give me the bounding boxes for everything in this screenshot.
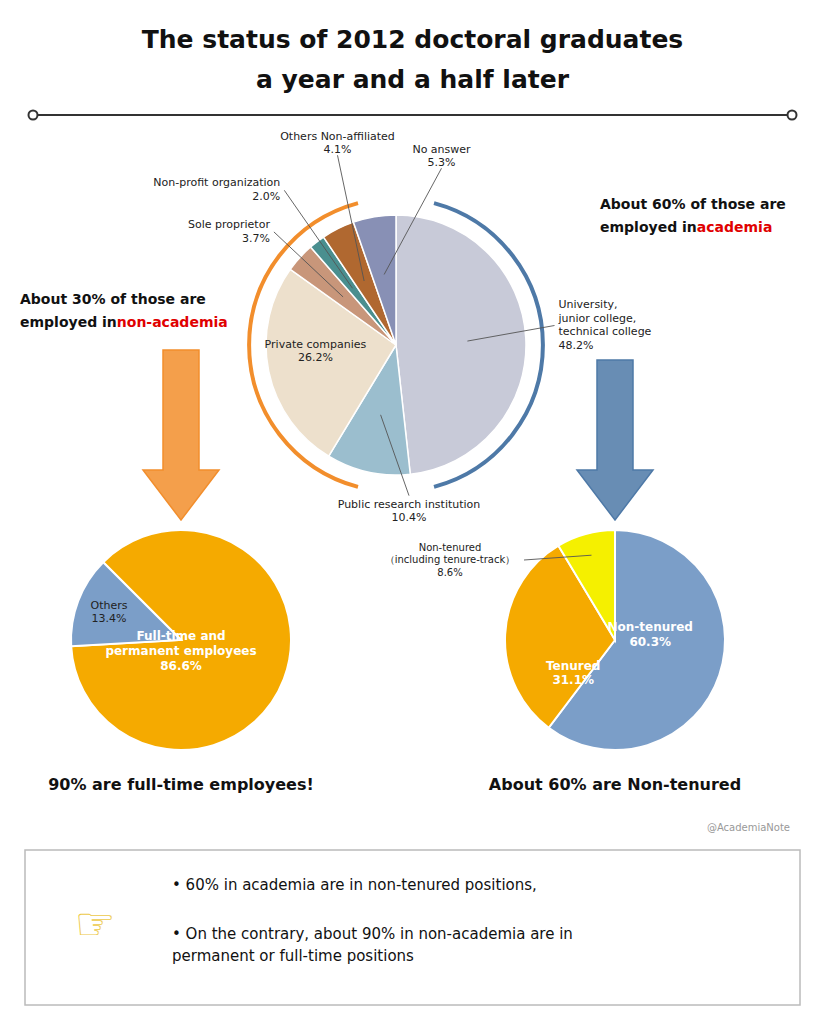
watermark: @AcademiaNote bbox=[707, 822, 790, 833]
slice-label: Private companies bbox=[265, 338, 367, 351]
slice-label-line: Tenured bbox=[546, 658, 600, 672]
annotation: employed in bbox=[600, 219, 697, 235]
slice-value-label: 5.3% bbox=[428, 156, 456, 169]
slice-value-label: 13.4% bbox=[92, 612, 127, 625]
slice-label-line: University, bbox=[559, 298, 618, 311]
slice-label: Sole proprietor bbox=[188, 218, 270, 231]
summary-box bbox=[25, 850, 800, 1005]
slice-value-label: 2.0% bbox=[252, 190, 280, 203]
slice-label-line: Full-time and bbox=[136, 629, 225, 643]
caption: 90% are full-time employees! bbox=[48, 775, 314, 794]
slice-label: Tenured bbox=[546, 658, 600, 672]
slice-value-label: 60.3% bbox=[629, 635, 671, 649]
pie-slice bbox=[396, 215, 526, 474]
leader-line bbox=[284, 190, 352, 288]
slice-label-line: Public research institution bbox=[338, 498, 481, 511]
chart-root: The status of 2012 doctoral graduates a y… bbox=[0, 0, 825, 1024]
annotation: About 60% of those are bbox=[600, 196, 786, 212]
rule-line bbox=[33, 114, 792, 116]
slice-label-line: Non-tenured bbox=[607, 620, 692, 634]
slice-label-line: No answer bbox=[412, 143, 471, 156]
slice-label-line: technical college bbox=[559, 325, 652, 338]
leader-line bbox=[338, 155, 365, 281]
rule-end bbox=[29, 111, 38, 120]
slice-label-line: junior college, bbox=[558, 312, 637, 325]
slice-value-label: 3.7% bbox=[242, 232, 270, 245]
annotation: employed in bbox=[20, 314, 117, 330]
academia-arrow bbox=[577, 360, 653, 520]
summary-text: • On the contrary, about 90% in non-acad… bbox=[172, 924, 573, 965]
title: The status of 2012 doctoral graduates bbox=[142, 25, 684, 54]
slice-label-line: （including tenure-track） bbox=[385, 554, 516, 565]
leader-line bbox=[381, 415, 409, 496]
slice-value-label: 26.2% bbox=[298, 351, 333, 364]
slice-value-label: 86.6% bbox=[160, 659, 202, 673]
slice-labels: University,junior college,technical coll… bbox=[153, 130, 651, 525]
academia-arc bbox=[434, 203, 543, 487]
slice-label-line: Others Non-affiliated bbox=[280, 130, 395, 143]
slice-label: Full-time andpermanent employees bbox=[105, 629, 256, 658]
slice-label: Public research institution bbox=[338, 498, 481, 511]
leader-line bbox=[384, 168, 441, 274]
slice-label-line: Non-profit organization bbox=[153, 176, 280, 189]
slice-label: Non-tenured bbox=[607, 620, 692, 634]
summary-text-line: • On the contrary, about 90% in non-acad… bbox=[172, 924, 573, 942]
pie-slice bbox=[71, 530, 291, 750]
slice-label-line: Others bbox=[91, 599, 128, 612]
rule-end bbox=[788, 111, 797, 120]
slice-label: No answer bbox=[412, 143, 471, 156]
annotation: academia bbox=[697, 219, 773, 235]
leader-line bbox=[524, 555, 592, 560]
caption: About 60% are Non-tenured bbox=[489, 775, 741, 794]
leader-line bbox=[467, 326, 554, 342]
pie-slice bbox=[353, 215, 396, 345]
right-pie: Non-tenured60.3%Tenured31.1%Non-tenured（… bbox=[385, 530, 725, 750]
summary-text-line: permanent or full-time positions bbox=[172, 947, 414, 965]
subtitle: a year and a half later bbox=[256, 65, 570, 94]
left-pie: Full-time andpermanent employees86.6% Oth… bbox=[71, 530, 291, 750]
slice-label: Others Non-affiliated bbox=[280, 130, 395, 143]
pointing-hand: ☞ bbox=[74, 897, 115, 951]
slice-value-label: 8.6% bbox=[437, 567, 462, 578]
title-rule bbox=[29, 111, 797, 120]
slice-label-line: Non-tenured bbox=[419, 542, 482, 553]
slice-value-label: 48.2% bbox=[559, 339, 594, 352]
slice-label: Non-profit organization bbox=[153, 176, 280, 189]
slice-label: Others bbox=[91, 599, 128, 612]
leader-lines bbox=[274, 155, 555, 495]
slice-label: University,junior college,technical coll… bbox=[558, 298, 652, 339]
non-academia-arrow bbox=[143, 350, 219, 520]
slice-label: Non-tenured（including tenure-track） bbox=[385, 542, 516, 566]
slice-value-label: 4.1% bbox=[324, 143, 352, 156]
annotation: non-academia bbox=[117, 314, 228, 330]
main-pie: University,junior college,technical coll… bbox=[153, 130, 651, 525]
slice-label-line: permanent employees bbox=[105, 644, 256, 658]
summary-text: • 60% in academia are in non-tenured pos… bbox=[172, 876, 537, 894]
slice-value-label: 10.4% bbox=[392, 511, 427, 524]
slice-value-label: 31.1% bbox=[552, 673, 594, 687]
leader-line bbox=[274, 232, 343, 297]
annotation: About 30% of those are bbox=[20, 291, 206, 307]
slice-label-line: Private companies bbox=[265, 338, 367, 351]
slice-label-line: Sole proprietor bbox=[188, 218, 270, 231]
